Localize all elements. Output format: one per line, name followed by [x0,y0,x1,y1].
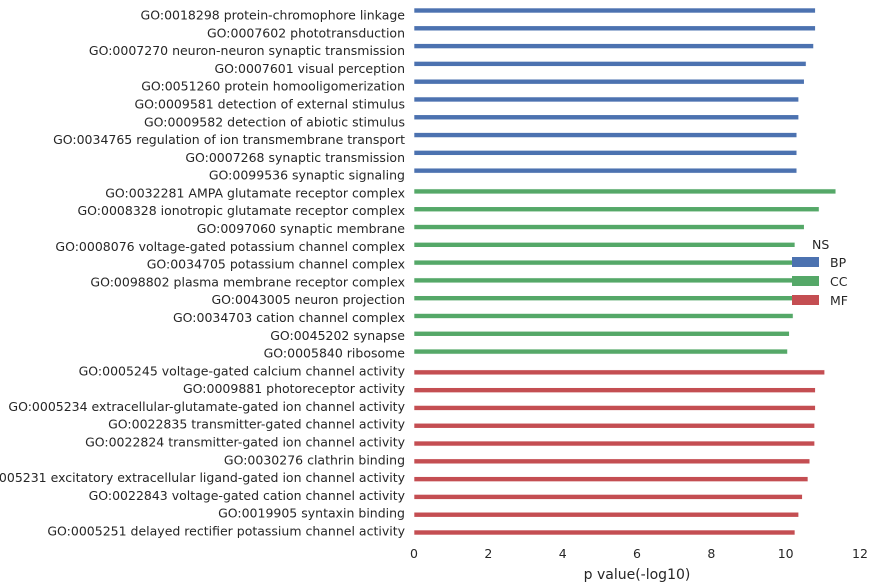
x-tick-label: 12 [852,546,868,561]
category-label: GO:0097060 synaptic membrane [197,221,406,236]
x-tick-label: 8 [707,546,715,561]
bar-mf-8 [413,511,799,518]
x-tick-label: 10 [778,546,794,561]
category-label: GO:0005840 ribosome [264,346,406,361]
bar-bp-4 [413,78,805,85]
bar-mf-2 [413,405,816,411]
bar-bp-1 [413,25,816,32]
legend-label-mf: MF [830,293,848,308]
category-label: GO:0005234 extracellular-glutamate-gated… [8,399,405,414]
category-label: GO:0005245 voltage-gated calcium channel… [79,363,406,378]
category-label: GO:0034703 cation channel complex [173,310,405,325]
bar-bp-9 [413,167,798,174]
bar-bp-3 [413,61,807,67]
category-label: GO:0030276 clathrin binding [224,452,405,467]
category-label: GO:0022843 voltage-gated cation channel … [89,488,406,503]
legend-label-cc: CC [830,274,848,289]
category-label: GO:0007270 neuron-neuron synaptic transm… [89,43,405,58]
bar-cc-6 [413,295,796,301]
bar-mf-0 [413,369,825,376]
category-label: GO:0022835 transmitter-gated channel act… [108,417,405,432]
bar-bp-8 [413,150,798,156]
x-axis-ticks-group: 0 2 4 6 8 10 12 [410,546,868,561]
category-label: GO:0099536 synaptic signaling [209,168,405,183]
bar-mf-1 [413,387,816,393]
x-tick-label: 6 [633,546,641,561]
bar-bp-6 [413,114,799,121]
category-label: GO:0007268 synaptic transmission [185,150,405,165]
category-labels-group: GO:0018298 protein-chromophore linkage GO… [0,8,406,539]
bar-mf-4 [413,440,815,447]
category-label: GO:0007602 phototransduction [207,25,405,40]
category-label: GO:0019905 syntaxin binding [218,506,405,521]
x-axis-title: p value(-log10) [584,567,691,583]
bar-cc-1 [413,206,820,213]
category-label: GO:0032281 AMPA glutamate receptor compl… [105,185,405,200]
category-label: GO:0005231 excitatory extracellular liga… [0,470,406,485]
category-label: GO:0009581 detection of external stimulu… [135,96,406,111]
category-label: GO:0045202 synapse [270,328,405,343]
bar-cc-5 [413,277,796,284]
category-label: GO:0051260 protein homooligomerization [141,79,405,94]
bar-mf-7 [413,494,803,500]
category-label: GO:0043005 neuron projection [211,292,405,307]
x-tick-label: 4 [559,546,567,561]
bar-cc-3 [413,242,796,248]
bar-bp-0 [413,7,816,14]
bars-group [413,7,837,536]
category-label: GO:0034705 potassium channel complex [147,257,405,272]
legend-swatch-cc [792,276,819,286]
bar-mf-6 [413,476,809,482]
category-label: GO:0005251 delayed rectifier potassium c… [47,524,405,539]
bar-bp-7 [413,132,798,138]
legend-swatch-mf [792,295,819,305]
legend-title: NS [812,237,829,252]
bar-cc-0 [413,188,837,195]
category-label: GO:0007601 visual perception [214,61,405,76]
bar-mf-9 [413,529,796,536]
x-tick-label: 2 [484,546,492,561]
bar-cc-4 [413,259,796,266]
legend-label-bp: BP [830,255,847,270]
category-label: GO:0009881 photoreceptor activity [183,381,406,396]
category-label: GO:0098802 plasma membrane receptor comp… [90,274,405,289]
bar-bp-5 [413,96,799,103]
category-label: GO:0009582 detection of abiotic stimulus [144,114,405,129]
legend: NS BP CC MF [792,237,848,308]
category-label: GO:0008076 voltage-gated potassium chann… [55,239,405,254]
x-tick-label: 0 [410,546,418,561]
bar-cc-2 [413,224,805,230]
category-label: GO:0008328 ionotropic glutamate receptor… [78,203,406,218]
category-label: GO:0018298 protein-chromophore linkage [141,8,406,23]
legend-items: BP CC MF [792,255,848,308]
bar-mf-3 [413,422,815,429]
category-label: GO:0022824 transmitter-gated ion channel… [85,435,406,450]
legend-swatch-bp [792,257,819,267]
bar-cc-7 [413,313,794,319]
bar-mf-5 [413,458,811,465]
bar-bp-2 [413,43,814,49]
bar-cc-9 [413,348,788,355]
bar-cc-8 [413,330,790,337]
category-label: GO:0034765 regulation of ion transmembra… [53,132,405,147]
